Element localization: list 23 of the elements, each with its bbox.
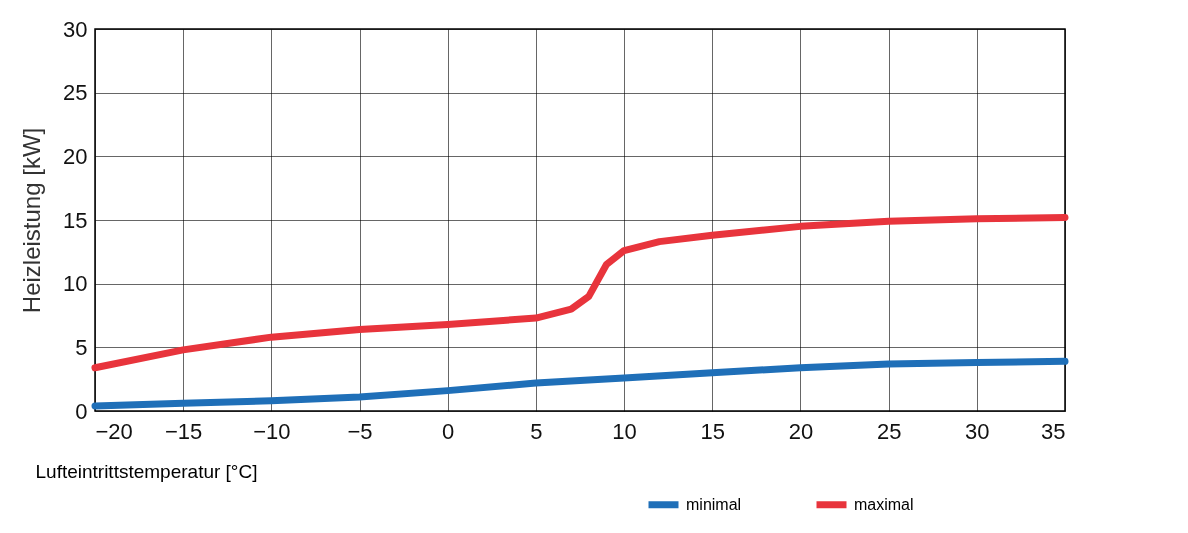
y-tick-label: 10 bbox=[63, 271, 88, 297]
y-tick-label: 0 bbox=[75, 398, 88, 424]
x-tick-label: −15 bbox=[165, 418, 203, 444]
x-tick-label: −20 bbox=[95, 418, 133, 444]
x-tick-label: 0 bbox=[442, 418, 455, 444]
x-tick-label: 35 bbox=[1041, 418, 1066, 444]
y-tick-label: 25 bbox=[63, 80, 88, 106]
x-tick-label: 20 bbox=[788, 418, 814, 444]
x-tick-label: −5 bbox=[347, 418, 373, 444]
x-tick-label: 10 bbox=[612, 418, 637, 444]
x-tick-label: −10 bbox=[253, 418, 291, 444]
x-axis-title: Lufteintrittstemperatur [°C] bbox=[35, 460, 258, 482]
y-tick-label: 15 bbox=[63, 207, 88, 233]
y-tick-label: 5 bbox=[75, 334, 88, 360]
legend-label: minimal bbox=[686, 495, 742, 513]
x-tick-label: 25 bbox=[876, 418, 902, 444]
y-tick-label: 30 bbox=[63, 16, 88, 42]
x-tick-label: 5 bbox=[530, 418, 543, 444]
x-tick-label: 30 bbox=[965, 418, 990, 444]
legend-label: maximal bbox=[854, 495, 914, 513]
y-tick-label: 20 bbox=[63, 143, 88, 169]
x-tick-label: 15 bbox=[700, 418, 726, 444]
y-axis-title: Heizleistung [kW] bbox=[18, 127, 46, 314]
